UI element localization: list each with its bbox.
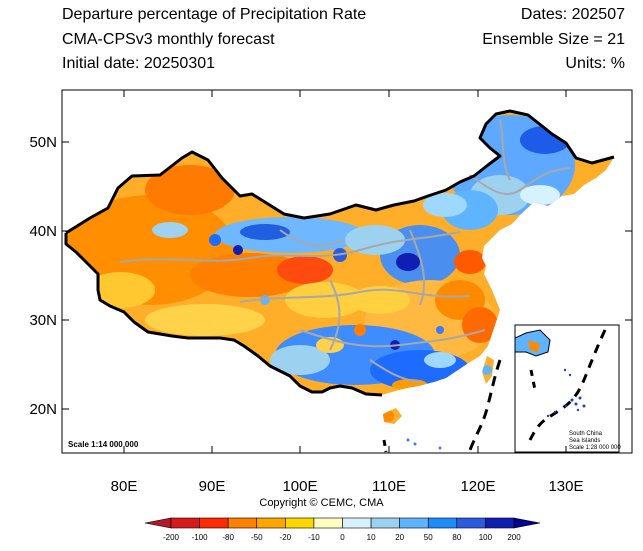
inset-caption-line1: South China xyxy=(569,431,603,437)
colorbar-swatch xyxy=(485,517,515,529)
lon-label-130e: 130E xyxy=(548,478,583,495)
river-lines xyxy=(119,119,571,383)
colorbar-tick-label: 80 xyxy=(452,533,461,542)
lon-label-80e: 80E xyxy=(111,478,138,495)
colorbar-tick-label: 0 xyxy=(340,533,345,542)
initial-date: Initial date: 20250301 xyxy=(62,55,216,72)
colorbar-swatch xyxy=(513,517,541,529)
colorbar-swatch xyxy=(370,517,400,529)
colorbar-tick-label: 200 xyxy=(507,533,521,542)
inset-caption: South China Sea Islands Scale 1:28 000 0… xyxy=(569,431,621,452)
forecast-dates: Dates: 202507 xyxy=(520,6,625,23)
colorbar-swatch xyxy=(427,517,458,529)
map-title: Departure percentage of Precipitation Ra… xyxy=(62,6,367,23)
colorbar-tick-label: 10 xyxy=(367,533,376,542)
lat-label-40n: 40N xyxy=(29,223,57,240)
lon-label-90e: 90E xyxy=(199,478,226,495)
colorbar-swatch xyxy=(199,517,229,529)
colorbar-tick-label: -50 xyxy=(251,533,263,542)
lon-label-100e: 100E xyxy=(282,478,317,495)
lat-label-20n: 20N xyxy=(29,401,57,418)
lon-label-120e: 120E xyxy=(460,478,495,495)
colorbar-swatch xyxy=(170,517,200,529)
colorbar: -200 -100 -80 -50 -20 -10 0 10 20 50 80 100 200 xyxy=(144,517,541,542)
colorbar-tick-label: -20 xyxy=(280,533,292,542)
country-borders xyxy=(64,109,615,397)
colorbar-tick-label: 20 xyxy=(395,533,404,542)
colorbar-swatch xyxy=(399,517,429,529)
ensemble-size: Ensemble Size = 21 xyxy=(482,31,625,48)
islets xyxy=(406,438,442,450)
colorbar-tick-label: 100 xyxy=(479,533,493,542)
colorbar-swatch xyxy=(256,517,286,529)
colorbar-tick-label: -100 xyxy=(192,533,209,542)
lat-label-30n: 30N xyxy=(29,312,57,329)
colorbar-swatch xyxy=(342,517,372,529)
colorbar-swatch xyxy=(285,517,315,529)
units-label: Units: % xyxy=(565,55,625,72)
lon-label-110e: 110E xyxy=(372,478,406,495)
copyright-text: Copyright © CEMC, CMA xyxy=(259,497,384,509)
maritime-boundary-south xyxy=(382,439,388,453)
colorbar-swatch xyxy=(313,517,343,529)
colorbar-tick-label: -80 xyxy=(222,533,234,542)
colorbar-tick-label: -10 xyxy=(308,533,320,542)
colorbar-swatch xyxy=(227,517,258,529)
south-china-sea-inset xyxy=(514,324,620,453)
inset-caption-line2: Sea Islands xyxy=(569,438,601,444)
colorbar-swatch xyxy=(144,517,172,529)
map-scale-label: Scale 1:14 000 000 xyxy=(68,440,139,449)
axis-ticks xyxy=(62,90,632,453)
colorbar-tick-label: -200 xyxy=(163,533,180,542)
colorbar-swatch xyxy=(456,517,486,529)
inset-caption-scale: Scale 1:28 000 000 xyxy=(569,445,621,451)
lat-label-50n: 50N xyxy=(29,134,57,151)
map-subtitle: CMA-CPSv3 monthly forecast xyxy=(62,31,275,48)
colorbar-tick-label: 50 xyxy=(424,533,433,542)
